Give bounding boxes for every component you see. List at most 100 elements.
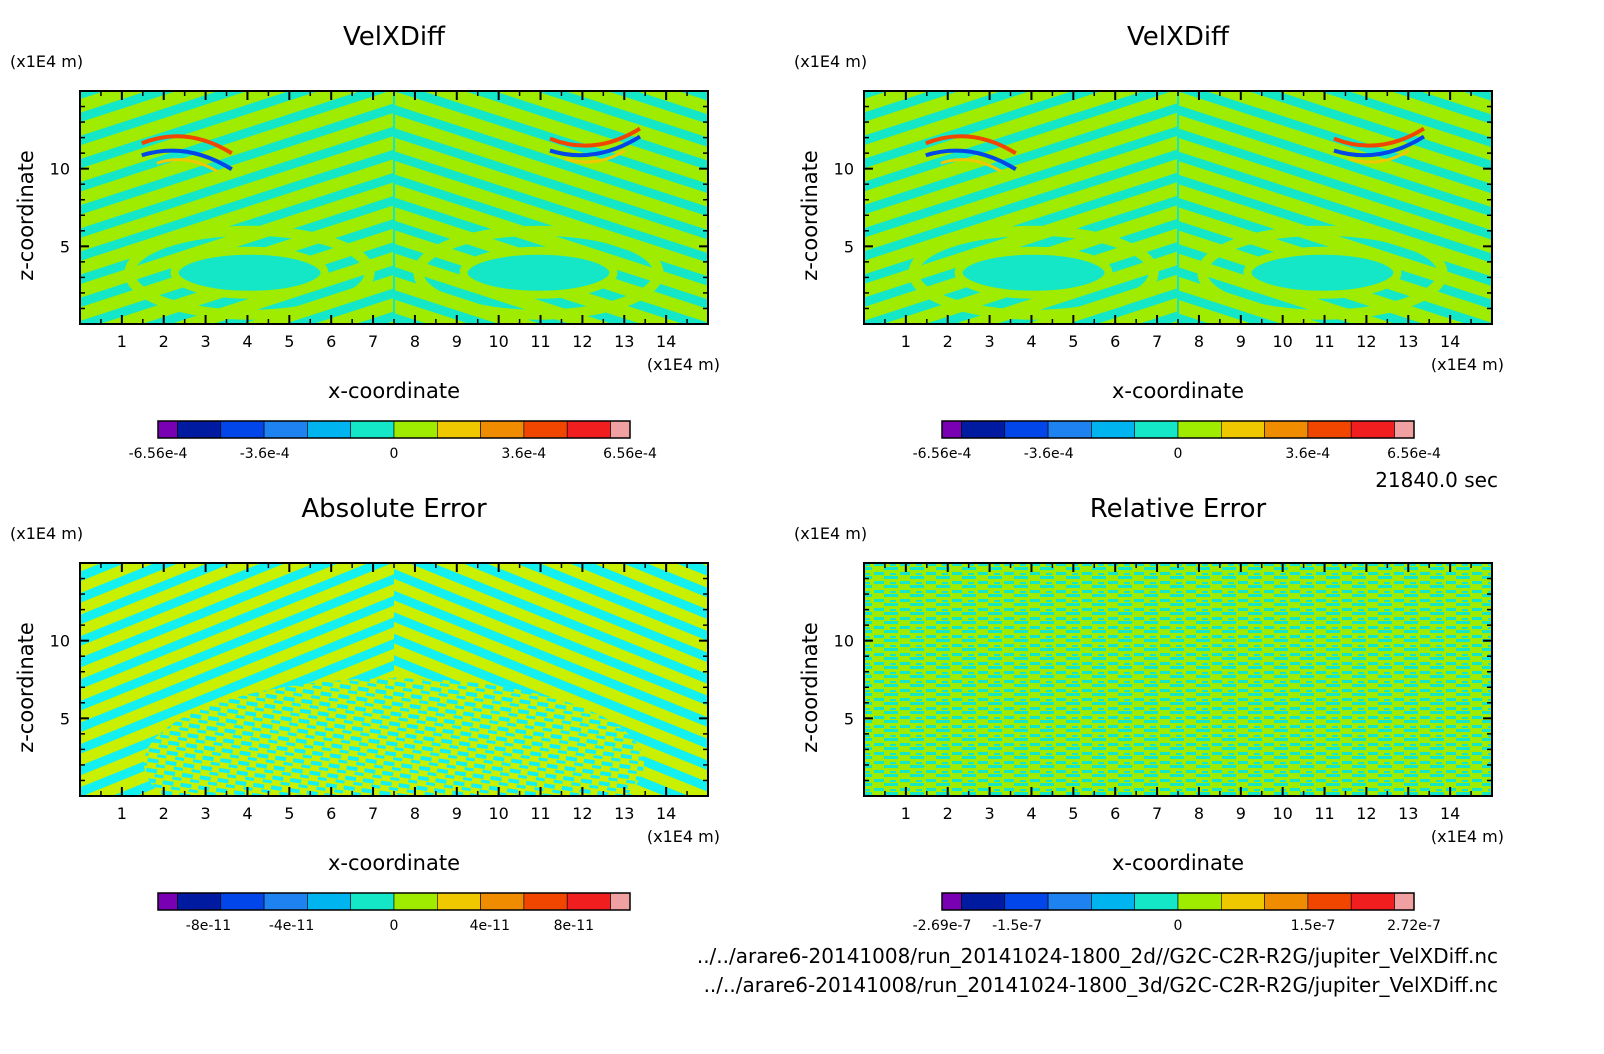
file-path-2d: ../../arare6-20141008/run_20141024-1800_… [697, 944, 1498, 968]
x-tick-label: 14 [656, 804, 676, 823]
x-tick-label: 5 [284, 332, 294, 351]
vortex-ring-outer [413, 225, 664, 320]
x-tick-label: 10 [1272, 804, 1292, 823]
x-unit-label: (x1E4 m) [1431, 827, 1504, 846]
timestamp-label: 21840.0 sec [1375, 468, 1498, 492]
y-axis: 5 10 [834, 577, 1492, 782]
colorbar-swatch [1350, 420, 1395, 439]
x-tick-label: 6 [326, 332, 336, 351]
x-tick-label: 4 [242, 804, 252, 823]
anomaly-positive [549, 126, 642, 148]
colorbar-label: 8e-11 [554, 918, 594, 934]
colorbar-swatch [566, 420, 611, 439]
x-tick-label: 3 [985, 332, 995, 351]
chart-title: Absolute Error [301, 494, 487, 524]
x-tick-label: 8 [410, 332, 420, 351]
colorbar-swatch [523, 420, 568, 439]
anomaly-positive [141, 134, 233, 155]
x-tick-label: 10 [488, 332, 508, 351]
x-tick-label: 11 [1314, 332, 1334, 351]
colorbar-swatch [1177, 420, 1222, 439]
colorbar-swatch [437, 420, 481, 439]
colorbar-label: 3.6e-4 [1285, 446, 1330, 462]
vortex-core [170, 246, 329, 299]
colorbar: -8e-11 -4e-11 0 4e-11 8e-11 [157, 892, 631, 934]
y-tick-label: 5 [844, 709, 854, 728]
y-tick-label: 10 [50, 632, 70, 651]
x-axis: 1 2 3 4 5 6 7 8 9 10 11 12 13 14 [884, 563, 1472, 823]
x-tick-label: 10 [1272, 332, 1292, 351]
x-tick-label: 12 [572, 804, 592, 823]
x-axis: 1 2 3 4 5 6 7 8 9 10 11 12 13 14 [100, 91, 688, 351]
y-unit-label: (x1E4 m) [10, 52, 83, 71]
x-tick-label: 14 [1440, 332, 1460, 351]
y-tick-label: 5 [60, 237, 70, 256]
anomaly-negative [141, 148, 233, 171]
colorbar-label: 0 [1174, 918, 1183, 934]
chart-title: VelXDiff [343, 22, 446, 52]
colorbar-swatch [1221, 892, 1265, 911]
vortex-ring-outer [908, 225, 1159, 320]
y-unit-label: (x1E4 m) [10, 524, 83, 543]
anomaly-negative [549, 134, 642, 158]
colorbar-swatch [566, 892, 611, 911]
colorbar-swatch [437, 892, 481, 911]
x-tick-label: 9 [1236, 332, 1246, 351]
colorbar-swatch [1091, 420, 1135, 439]
x-tick-label: 9 [452, 804, 462, 823]
x-tick-label: 12 [1356, 332, 1376, 351]
file-path-3d: ../../arare6-20141008/run_20141024-1800_… [704, 973, 1498, 997]
anomaly-warm [564, 149, 626, 164]
colorbar-swatch [1394, 892, 1415, 911]
colorbar-swatch [961, 892, 1006, 911]
y-axis-label: z-coordinate [798, 622, 822, 753]
y-tick-label: 5 [844, 237, 854, 256]
colorbar-label: -3.6e-4 [1024, 446, 1074, 462]
x-unit-label: (x1E4 m) [1431, 355, 1504, 374]
x-tick-label: 6 [326, 804, 336, 823]
x-tick-label: 1 [117, 804, 127, 823]
anomaly-positive [925, 134, 1017, 155]
colorbar-swatch [961, 420, 1006, 439]
y-axis-label: z-coordinate [798, 150, 822, 281]
anomaly-warm [940, 158, 1002, 173]
colorbar-frame [157, 892, 631, 911]
colorbar-label: 0 [1174, 446, 1183, 462]
anomaly-warm [156, 158, 218, 173]
x-tick-label: 5 [1068, 332, 1078, 351]
x-tick-label: 10 [488, 804, 508, 823]
colorbar-swatch [263, 892, 308, 911]
x-tick-label: 2 [943, 332, 953, 351]
colorbar-label: 1.5e-7 [1291, 918, 1336, 934]
x-tick-label: 2 [943, 804, 953, 823]
colorbar-swatch [157, 892, 178, 911]
colorbar-swatch [1047, 420, 1092, 439]
colorbar-label: -8e-11 [186, 918, 231, 934]
x-tick-label: 14 [1440, 804, 1460, 823]
colorbar-swatch [1264, 892, 1309, 911]
colorbar-swatch [1004, 892, 1049, 911]
x-tick-label: 11 [530, 804, 550, 823]
colorbar-label: 6.56e-4 [603, 446, 657, 462]
x-tick-label: 12 [1356, 804, 1376, 823]
y-tick-label: 10 [50, 160, 70, 179]
x-tick-label: 1 [901, 804, 911, 823]
x-tick-label: 5 [284, 804, 294, 823]
chart-panel-2: VelXDiff(x1E4 m)1 2 3 4 5 6 7 8 9 10 11 12 13 14510(x… [794, 22, 1504, 462]
anomaly-positive [1333, 126, 1426, 148]
y-axis: 5 10 [50, 105, 708, 310]
colorbar-swatch [941, 892, 962, 911]
vortex-core [459, 246, 618, 299]
colorbar-frame [157, 420, 631, 439]
colorbar-swatch [177, 892, 222, 911]
x-tick-label: 8 [1194, 804, 1204, 823]
x-tick-label: 13 [614, 332, 634, 351]
x-axis-label: x-coordinate [1112, 851, 1244, 875]
chart-panel-1: VelXDiff(x1E4 m)1 2 3 4 5 6 7 8 9 10 11 12 13 14510(x… [10, 22, 720, 462]
x-tick-label: 8 [410, 804, 420, 823]
x-tick-label: 1 [901, 332, 911, 351]
x-tick-label: 13 [1398, 332, 1418, 351]
colorbar-swatch [1307, 892, 1352, 911]
colorbar-swatch [480, 420, 525, 439]
